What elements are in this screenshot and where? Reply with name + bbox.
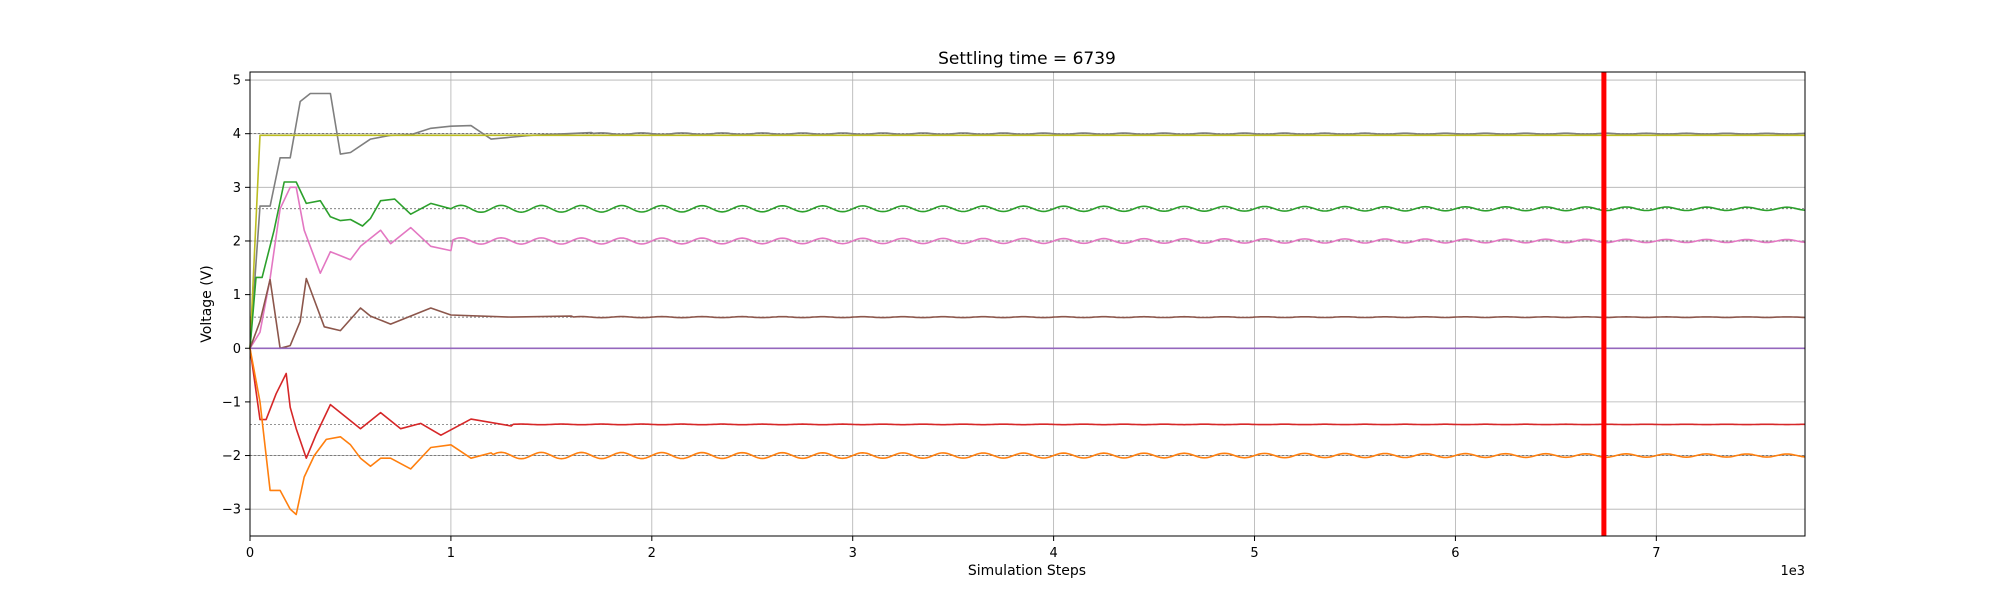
chart-title: Settling time = 6739 [938,49,1116,69]
x-axis-label: Simulation Steps [968,563,1086,579]
x-tick-label: 0 [246,546,254,561]
axis-ticks: 0 1 2 3 4 5 6 7 −3 −2 −1 0 1 2 3 4 5 [222,74,1661,561]
x-axis-offset-label: 1e3 [1780,564,1805,579]
y-tick-label: 1 [233,288,241,303]
series-line [249,348,1805,459]
data-series [249,92,1806,516]
y-tick-label: −2 [222,449,241,464]
y-tick-label: −3 [222,503,241,518]
y-tick-label: 4 [233,127,241,142]
series-line [249,186,1806,349]
series-line [249,348,1806,516]
series-line [249,92,1806,349]
x-tick-label: 7 [1652,546,1660,561]
y-tick-label: 2 [233,234,241,249]
y-tick-label: 5 [233,74,241,89]
series-line [249,277,1805,350]
plot-area-frame [249,71,1806,537]
x-tick-label: 5 [1250,546,1258,561]
y-tick-label: 0 [233,342,241,357]
series-line [249,181,1806,349]
x-tick-label: 2 [648,546,656,561]
y-tick-label: 3 [233,181,241,196]
series-line [249,134,1805,349]
x-tick-label: 4 [1049,546,1057,561]
x-tick-label: 3 [849,546,857,561]
x-tick-label: 1 [447,546,455,561]
y-axis-label: Voltage (V) [199,265,215,342]
y-tick-label: −1 [222,395,241,410]
x-tick-label: 6 [1451,546,1459,561]
